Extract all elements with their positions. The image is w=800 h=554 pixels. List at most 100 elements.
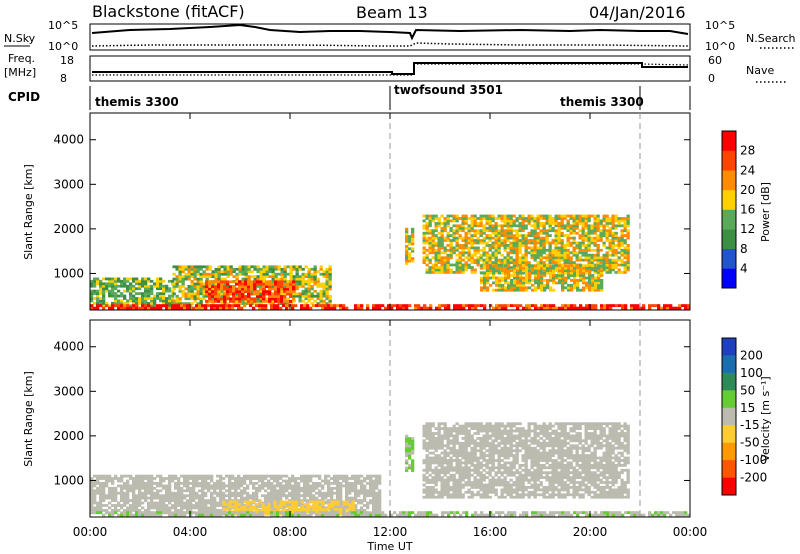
power-echo-cell xyxy=(504,286,508,290)
velocity-echo-cell xyxy=(183,482,187,485)
power-echo-cell xyxy=(483,276,487,280)
velocity-echo-cell xyxy=(315,505,319,509)
power-echo-cell xyxy=(214,275,218,278)
power-echo-cell xyxy=(289,300,293,303)
velocity-echo-cell xyxy=(378,509,382,512)
power-echo-cell xyxy=(537,264,541,268)
power-echo-cell xyxy=(531,279,535,282)
power-echo-cell xyxy=(238,290,242,293)
velocity-echo-cell xyxy=(240,479,244,483)
power-echo-cell xyxy=(172,282,176,286)
power-echo-cell xyxy=(443,261,447,264)
velocity-echo-cell xyxy=(237,477,241,480)
velocity-echo-cell xyxy=(252,500,256,504)
velocity-echo-cell xyxy=(261,474,265,478)
power-echo-cell xyxy=(405,240,409,243)
power-echo-cell xyxy=(411,235,415,238)
power-echo-cell xyxy=(190,265,194,269)
power-echo-cell xyxy=(513,266,517,270)
velocity-echo-cell xyxy=(375,501,379,505)
power-echo-cell xyxy=(289,287,293,291)
power-echo-cell xyxy=(258,306,262,310)
velocity-echo-cell xyxy=(449,439,453,443)
velocity-echo-cell xyxy=(434,449,438,453)
velocity-echo-cell xyxy=(336,500,340,504)
power-echo-cell xyxy=(570,264,574,268)
power-echo-cell xyxy=(585,276,589,280)
power-echo-cell xyxy=(108,282,112,286)
velocity-echo-cell xyxy=(249,479,253,483)
velocity-echo-cell xyxy=(177,477,181,480)
power-echo-cell xyxy=(548,248,552,252)
power-echo-cell xyxy=(357,306,361,310)
power-y-tick-label: 2000 xyxy=(53,222,84,236)
velocity-echo-cell xyxy=(159,477,163,480)
velocity-echo-cell xyxy=(354,477,358,480)
power-echo-cell xyxy=(217,280,221,284)
power-echo-cell xyxy=(213,306,217,310)
power-echo-cell xyxy=(271,297,275,301)
power-echo-cell xyxy=(259,275,263,278)
velocity-echo-cell xyxy=(93,479,97,483)
power-echo-cell xyxy=(527,266,531,269)
velocity-echo-cell xyxy=(138,477,142,480)
power-echo-cell xyxy=(205,292,209,296)
power-echo-cell xyxy=(235,282,239,286)
power-echo-cell xyxy=(597,274,601,277)
velocity-echo-cell xyxy=(369,477,373,480)
power-echo-cell xyxy=(495,283,499,287)
power-echo-cell xyxy=(590,248,594,252)
power-echo-cell xyxy=(138,282,142,286)
power-echo-cell xyxy=(165,306,169,310)
velocity-echo-cell xyxy=(255,477,259,480)
power-echo-cell xyxy=(141,284,145,288)
power-echo-cell xyxy=(588,266,592,270)
power-echo-cell xyxy=(177,306,181,310)
velocity-echo-cell xyxy=(276,477,280,480)
velocity-echo-cell xyxy=(240,505,244,509)
velocity-echo-cell xyxy=(375,504,379,507)
power-echo-cell xyxy=(516,274,520,277)
power-echo-cell xyxy=(132,297,136,300)
velocity-echo-cell xyxy=(449,432,453,435)
power-echo-cell xyxy=(178,287,182,291)
power-echo-cell xyxy=(605,236,609,240)
velocity-echo-cell xyxy=(294,500,298,504)
velocity-echo-cell xyxy=(360,491,364,495)
power-echo-cell xyxy=(482,224,486,228)
power-echo-cell xyxy=(138,302,142,305)
power-echo-cell xyxy=(515,217,519,220)
power-echo-cell xyxy=(483,286,487,290)
power-echo-cell xyxy=(132,294,136,298)
power-echo-cell xyxy=(540,276,544,280)
power-echo-cell xyxy=(301,294,305,298)
power-colorbar-swatch xyxy=(722,248,736,269)
power-echo-cell xyxy=(467,251,471,255)
power-echo-cell xyxy=(226,272,230,276)
power-echo-cell xyxy=(443,256,447,260)
power-echo-cell xyxy=(573,283,577,287)
velocity-echo-cell xyxy=(422,473,426,477)
power-echo-cell xyxy=(262,277,266,281)
power-echo-cell xyxy=(498,264,502,268)
power-echo-cell xyxy=(548,241,552,245)
power-echo-cell xyxy=(446,224,450,228)
velocity-echo-cell xyxy=(228,486,232,490)
power-echo-cell xyxy=(196,297,200,301)
power-echo-cell xyxy=(202,297,206,301)
power-echo-cell xyxy=(596,219,600,223)
power-echo-cell xyxy=(328,277,332,281)
power-echo-cell xyxy=(513,276,517,280)
power-echo-cell xyxy=(509,258,513,262)
velocity-echo-cell xyxy=(144,477,148,480)
power-echo-cell xyxy=(228,304,232,307)
velocity-echo-cell xyxy=(135,506,139,510)
velocity-echo-cell xyxy=(431,476,435,479)
power-echo-cell xyxy=(539,246,543,250)
velocity-echo-cell xyxy=(219,499,223,502)
velocity-echo-cell xyxy=(111,509,115,512)
power-echo-cell xyxy=(265,272,269,276)
velocity-echo-cell xyxy=(443,451,447,455)
power-echo-cell xyxy=(90,292,94,295)
velocity-echo-cell xyxy=(443,432,447,435)
